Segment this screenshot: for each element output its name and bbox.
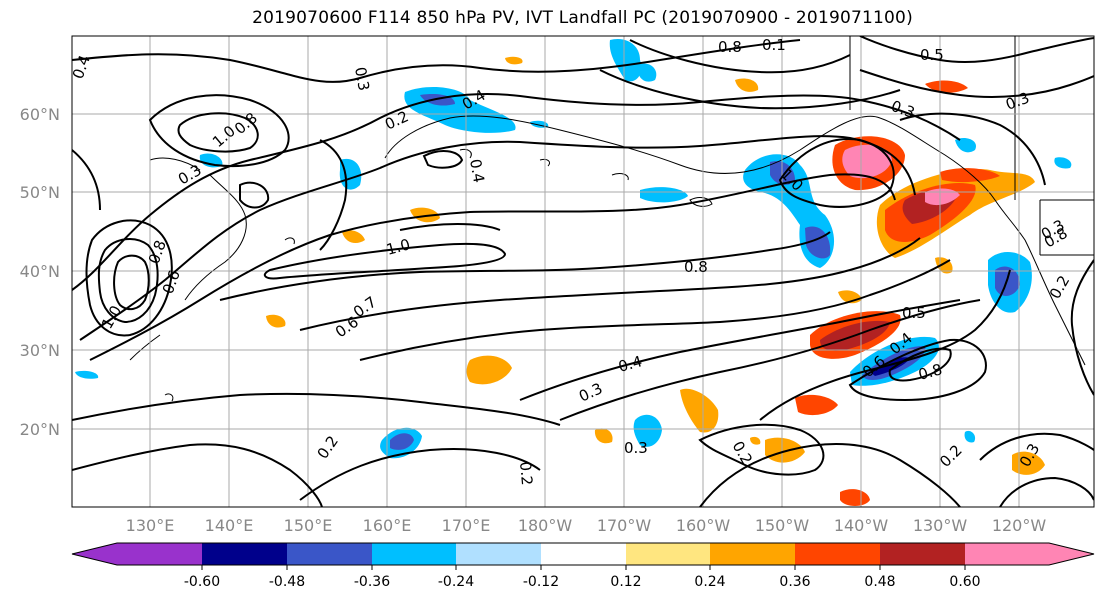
pv-contours — [72, 36, 1094, 507]
lon-label: 130°E — [126, 516, 175, 535]
colorbar-tick-label: -0.60 — [184, 574, 220, 590]
colorbar-tick-label: 0.36 — [779, 574, 810, 590]
lon-label: 150°E — [284, 516, 333, 535]
colorbar-swatch — [795, 543, 880, 565]
lon-label: 170°E — [442, 516, 491, 535]
colorbar-extend-left — [72, 543, 117, 565]
contour-label: 0.4 — [616, 352, 644, 376]
lon-label: 140°W — [834, 516, 889, 535]
lat-label: 40°N — [20, 262, 60, 281]
colorbar-swatch — [541, 543, 626, 565]
lon-label: 180°W — [518, 516, 573, 535]
colorbar-tick-label: -0.48 — [269, 574, 305, 590]
longitude-labels: 130°E 140°E 150°E 160°E 170°E 180°W 170°… — [126, 516, 1047, 535]
contour-label: 0.5 — [902, 304, 926, 322]
colorbar-tick-label: 0.24 — [694, 574, 725, 590]
contour-label: 0.8 — [718, 38, 742, 56]
lat-label: 50°N — [20, 183, 60, 202]
contour-label: 0.8 — [684, 258, 708, 276]
colorbar: -0.60 -0.48 -0.36 -0.24 -0.12 0.12 0.24 … — [71, 542, 1095, 590]
lat-label: 60°N — [20, 105, 60, 124]
lon-label: 120°W — [992, 516, 1047, 535]
lon-label: 130°W — [913, 516, 968, 535]
contour-label: 0.1 — [762, 36, 786, 54]
colorbar-swatch — [117, 543, 202, 565]
lon-label: 150°W — [755, 516, 810, 535]
map-frame — [71, 35, 1095, 508]
coastlines — [129, 36, 1094, 402]
contour-label: 0.5 — [920, 46, 944, 64]
colorbar-tick-label: 0.60 — [949, 574, 980, 590]
contour-label: 0.4 — [466, 158, 488, 185]
lon-label: 160°W — [676, 516, 731, 535]
colorbar-swatch — [626, 543, 710, 565]
lat-label: 30°N — [20, 341, 60, 360]
colorbar-swatch — [202, 543, 287, 565]
colorbar-swatch — [372, 543, 456, 565]
colorbar-tick-label: 0.12 — [610, 574, 641, 590]
colorbar-tick-label: -0.12 — [523, 574, 559, 590]
colorbar-swatch — [880, 543, 965, 565]
colorbar-swatch — [287, 543, 372, 565]
lon-label: 160°E — [363, 516, 412, 535]
colorbar-swatch — [456, 543, 541, 565]
contour-label: 0.3 — [351, 66, 373, 93]
map-plot-area: 0.4 0.3 0.8 0.1 0.3 0.4 0.2 0.5 1.0 0.8 … — [72, 36, 1094, 507]
contour-label: 0.2 — [516, 461, 536, 486]
contour-label: 0.8 — [916, 360, 944, 384]
colorbar-extend-right — [1049, 543, 1094, 565]
colorbar-tick-label: -0.36 — [354, 574, 390, 590]
colorbar-swatch — [710, 543, 795, 565]
lon-label: 140°E — [205, 516, 254, 535]
contour-label: 0.3 — [624, 439, 648, 457]
latitude-labels: 60°N 50°N 40°N 30°N 20°N — [20, 105, 60, 439]
colorbar-tick-label: 0.48 — [864, 574, 895, 590]
chart-title: 2019070600 F114 850 hPa PV, IVT Landfall… — [252, 8, 913, 28]
lon-label: 170°W — [597, 516, 652, 535]
lat-label: 20°N — [20, 420, 60, 439]
colorbar-swatch — [965, 543, 1049, 565]
colorbar-tick-label: -0.24 — [438, 574, 474, 590]
contour-label: 1.0 — [384, 235, 412, 259]
